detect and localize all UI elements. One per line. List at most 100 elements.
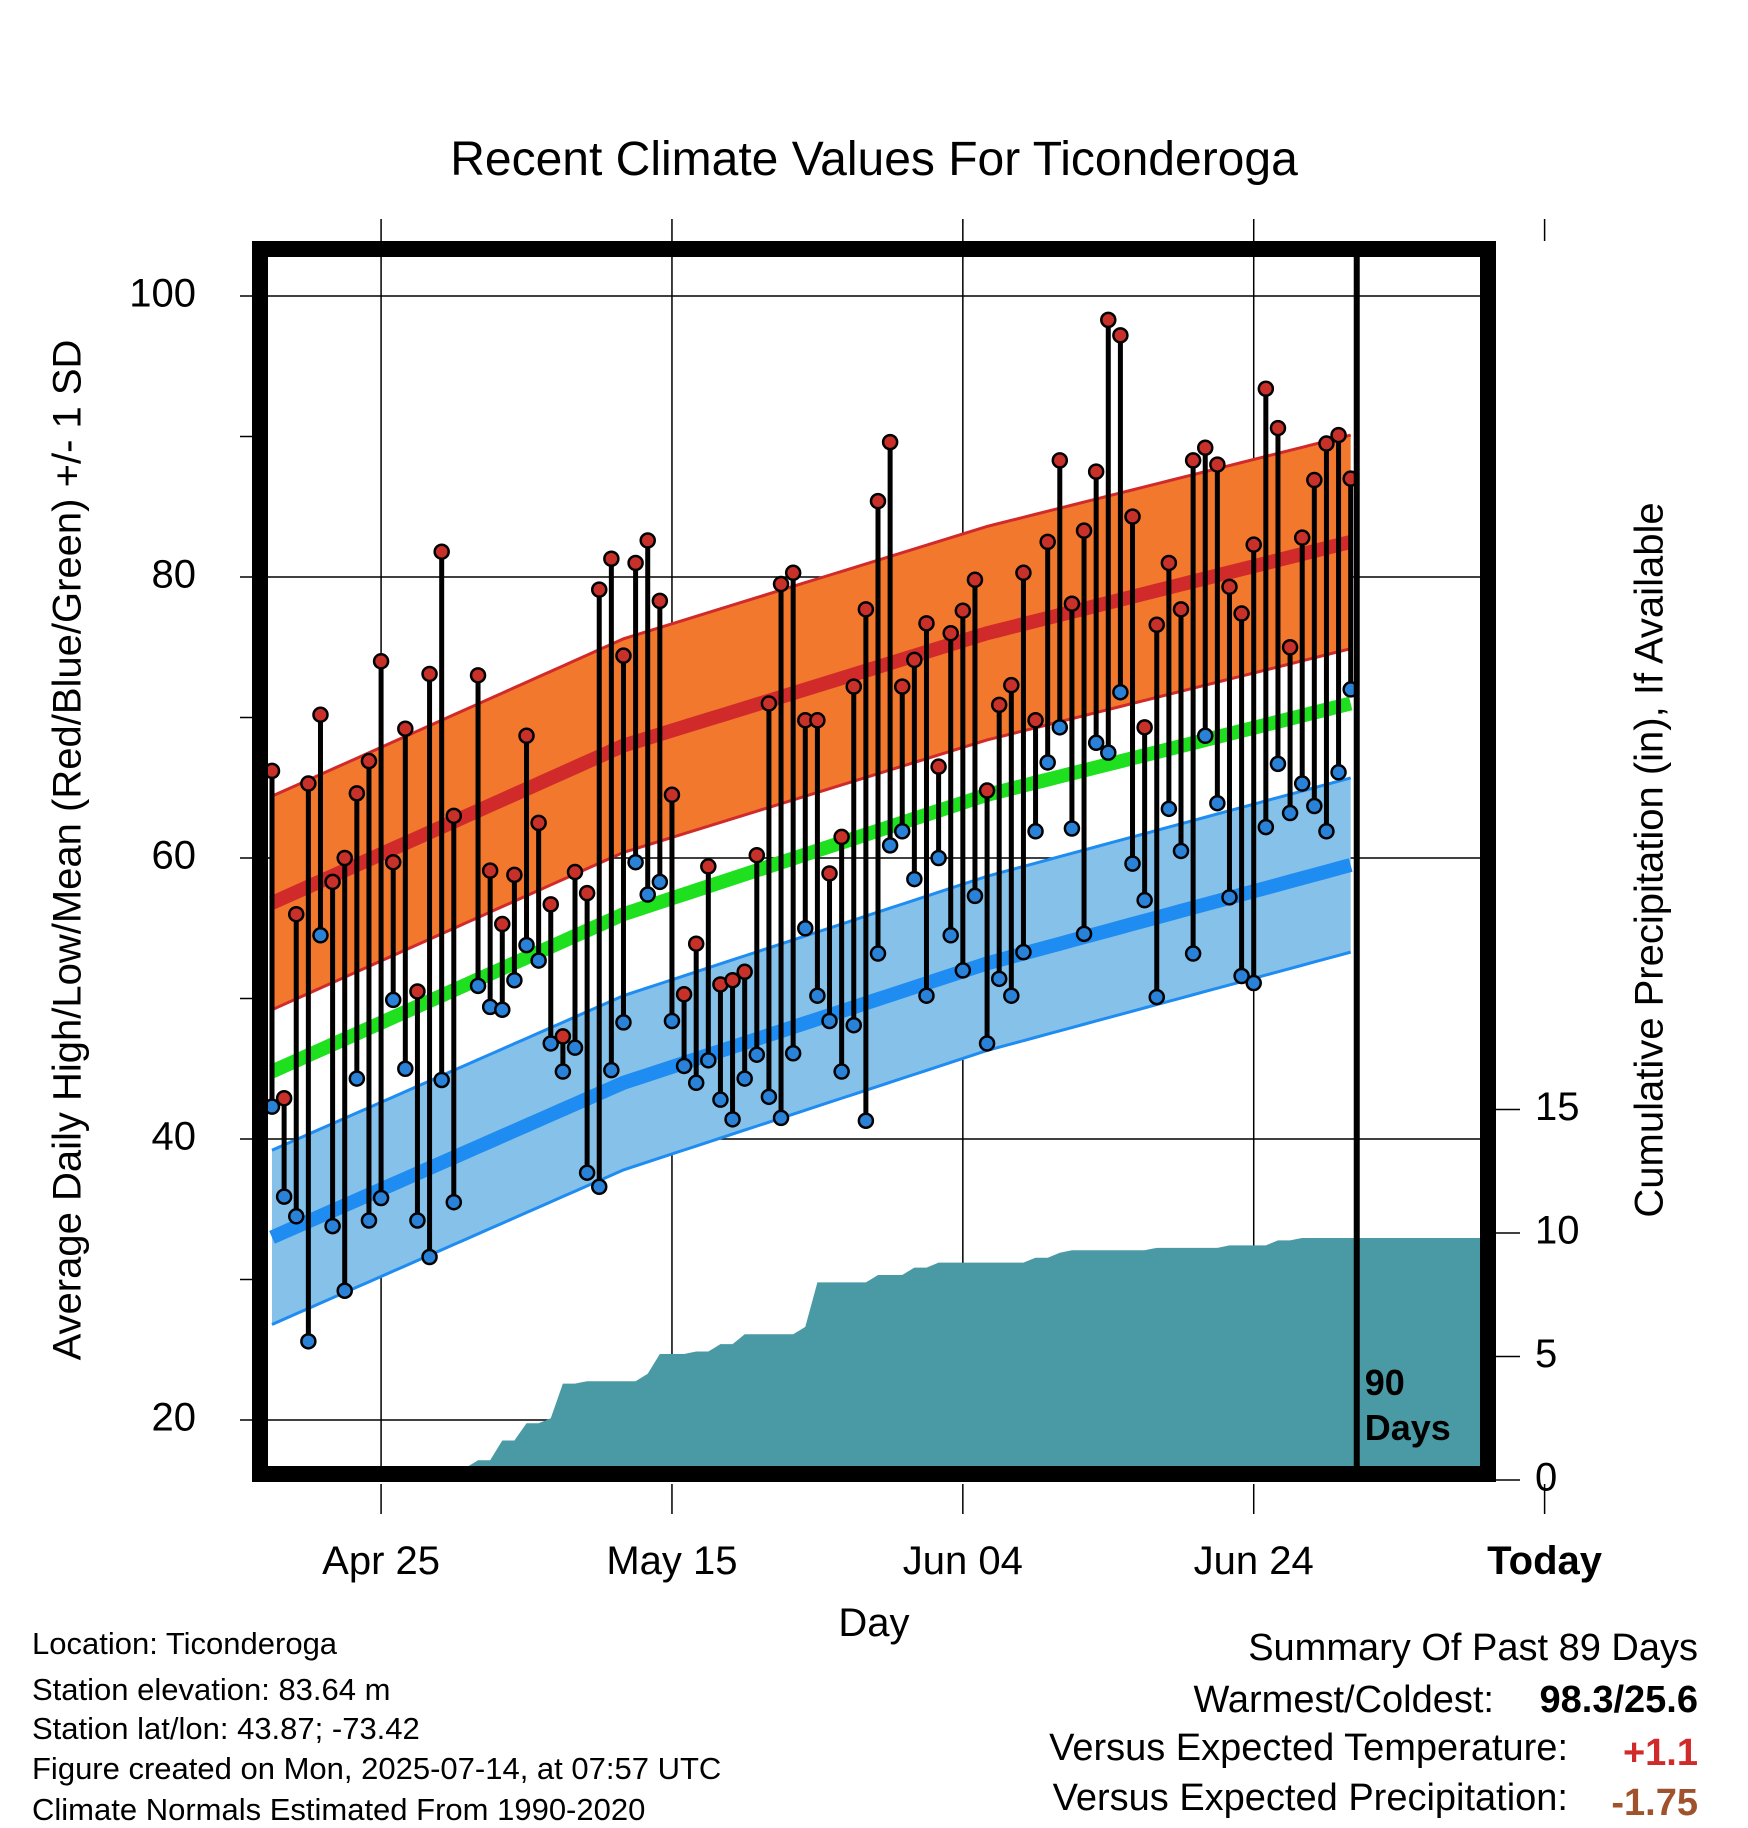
daily-low-point <box>942 927 959 944</box>
y-tick-label: 40 <box>152 1115 197 1159</box>
x-tick-label: Apr 25 <box>322 1539 440 1583</box>
x-tick-label: May 15 <box>606 1539 737 1583</box>
daily-high-point <box>918 615 935 632</box>
daily-low-point <box>397 1060 414 1077</box>
daily-high-point <box>833 828 850 846</box>
daily-high-point <box>966 571 984 589</box>
daily-high-point <box>1196 439 1214 456</box>
daily-high-point <box>1184 452 1202 469</box>
daily-high-point <box>384 853 402 871</box>
daily-high-point <box>1087 463 1105 480</box>
daily-high-point <box>1293 529 1311 546</box>
daily-high-point <box>1136 719 1153 736</box>
daily-high-point <box>1209 456 1226 473</box>
daily-high-point <box>336 849 353 867</box>
daily-low-point <box>712 1091 729 1108</box>
daily-low-point <box>857 1112 875 1129</box>
daily-high-point <box>469 667 487 684</box>
daily-high-point <box>275 1090 293 1107</box>
daily-low-point <box>566 1039 584 1056</box>
daily-low-point <box>748 1046 766 1063</box>
daily-high-point <box>1075 522 1093 539</box>
daily-low-point <box>1233 967 1250 985</box>
info-location: Location: Ticonderoga <box>32 1626 338 1661</box>
summary-warm-cold-value: 98.3/25.6 <box>1540 1679 1698 1721</box>
high-sd-upper-edge <box>271 433 1352 798</box>
daily-high-point <box>603 550 620 567</box>
daily-low-point <box>724 1111 741 1128</box>
daily-low-point <box>809 987 826 1004</box>
daily-low-point <box>518 936 535 954</box>
daily-high-point <box>942 624 959 642</box>
daily-high-point <box>772 575 790 593</box>
daily-high-point <box>312 706 329 723</box>
daily-high-point <box>481 862 499 879</box>
daily-low-point <box>530 952 547 969</box>
daily-low-point <box>554 1063 572 1080</box>
y-axis-title: Average Daily High/Low/Mean (Red/Blue/Gr… <box>46 340 90 1361</box>
daily-high-point <box>566 863 584 881</box>
daily-low-point <box>1136 891 1153 909</box>
daily-high-point <box>554 1028 572 1045</box>
y2-tick-label: 10 <box>1535 1209 1580 1253</box>
info-normals: Climate Normals Estimated From 1990-2020 <box>32 1792 645 1827</box>
daily-high-point <box>809 712 826 729</box>
daily-low-point <box>372 1189 390 1207</box>
daily-high-point <box>324 873 341 891</box>
daily-high-point <box>348 785 366 802</box>
daily-low-point <box>1196 727 1214 745</box>
daily-high-point <box>990 696 1008 714</box>
daily-high-point <box>724 971 741 989</box>
daily-low-point <box>906 870 923 888</box>
daily-low-point <box>1281 804 1299 822</box>
x-tick-label: Today <box>1487 1539 1603 1583</box>
daily-low-point <box>639 886 656 903</box>
daily-high-point <box>748 846 766 864</box>
daily-low-point <box>930 849 947 867</box>
daily-low-point <box>590 1178 608 1196</box>
daily-high-point <box>518 727 535 745</box>
daily-high-point <box>1269 419 1287 437</box>
daily-low-point <box>1015 943 1032 961</box>
plot-frame <box>252 241 1496 1482</box>
daily-high-point <box>433 543 450 560</box>
daily-high-point <box>1051 452 1069 469</box>
daily-high-point <box>421 665 438 683</box>
daily-high-point <box>893 678 911 695</box>
daily-low-point <box>433 1071 450 1089</box>
y-tick-label: 100 <box>129 272 196 316</box>
chart-title: Recent Climate Values For Ticonderoga <box>450 133 1298 186</box>
daily-high-point <box>397 720 414 737</box>
daily-low-point <box>1075 925 1093 943</box>
daily-high-point <box>663 786 681 804</box>
daily-high-point <box>1306 471 1323 489</box>
daily-low-point <box>1051 719 1069 736</box>
summary-temp-value: +1.1 <box>1623 1732 1698 1774</box>
daily-high-point <box>954 602 972 619</box>
daily-low-point <box>918 987 935 1004</box>
daily-high-point <box>1160 554 1178 572</box>
daily-low-point <box>615 1014 632 1031</box>
daily-high-point <box>1063 595 1081 612</box>
y-axis-label: Average Daily High/Low/Mean (Red/Blue/Gr… <box>46 340 90 1361</box>
y2-tick-label: 15 <box>1535 1085 1580 1129</box>
daily-high-point <box>1318 435 1335 452</box>
daily-high-point <box>857 601 875 618</box>
daily-low-point <box>494 1001 511 1018</box>
daily-low-point <box>700 1052 717 1069</box>
daily-low-point <box>627 853 644 871</box>
daily-high-point <box>1112 327 1129 344</box>
daily-low-point <box>469 977 487 995</box>
daily-low-point <box>760 1088 778 1106</box>
daily-low-point <box>1027 823 1044 840</box>
summary-temp-label: Versus Expected Temperature: <box>1049 1727 1568 1769</box>
daily-low-point <box>287 1208 305 1225</box>
y-tick-label: 60 <box>152 834 197 878</box>
summary-precip-value: -1.75 <box>1611 1782 1698 1824</box>
daily-low-point <box>300 1333 317 1350</box>
daily-high-point <box>1245 536 1262 553</box>
daily-high-point <box>590 581 608 598</box>
daily-low-point <box>1306 797 1323 815</box>
daily-high-point <box>651 592 669 610</box>
daily-high-point <box>494 915 511 933</box>
